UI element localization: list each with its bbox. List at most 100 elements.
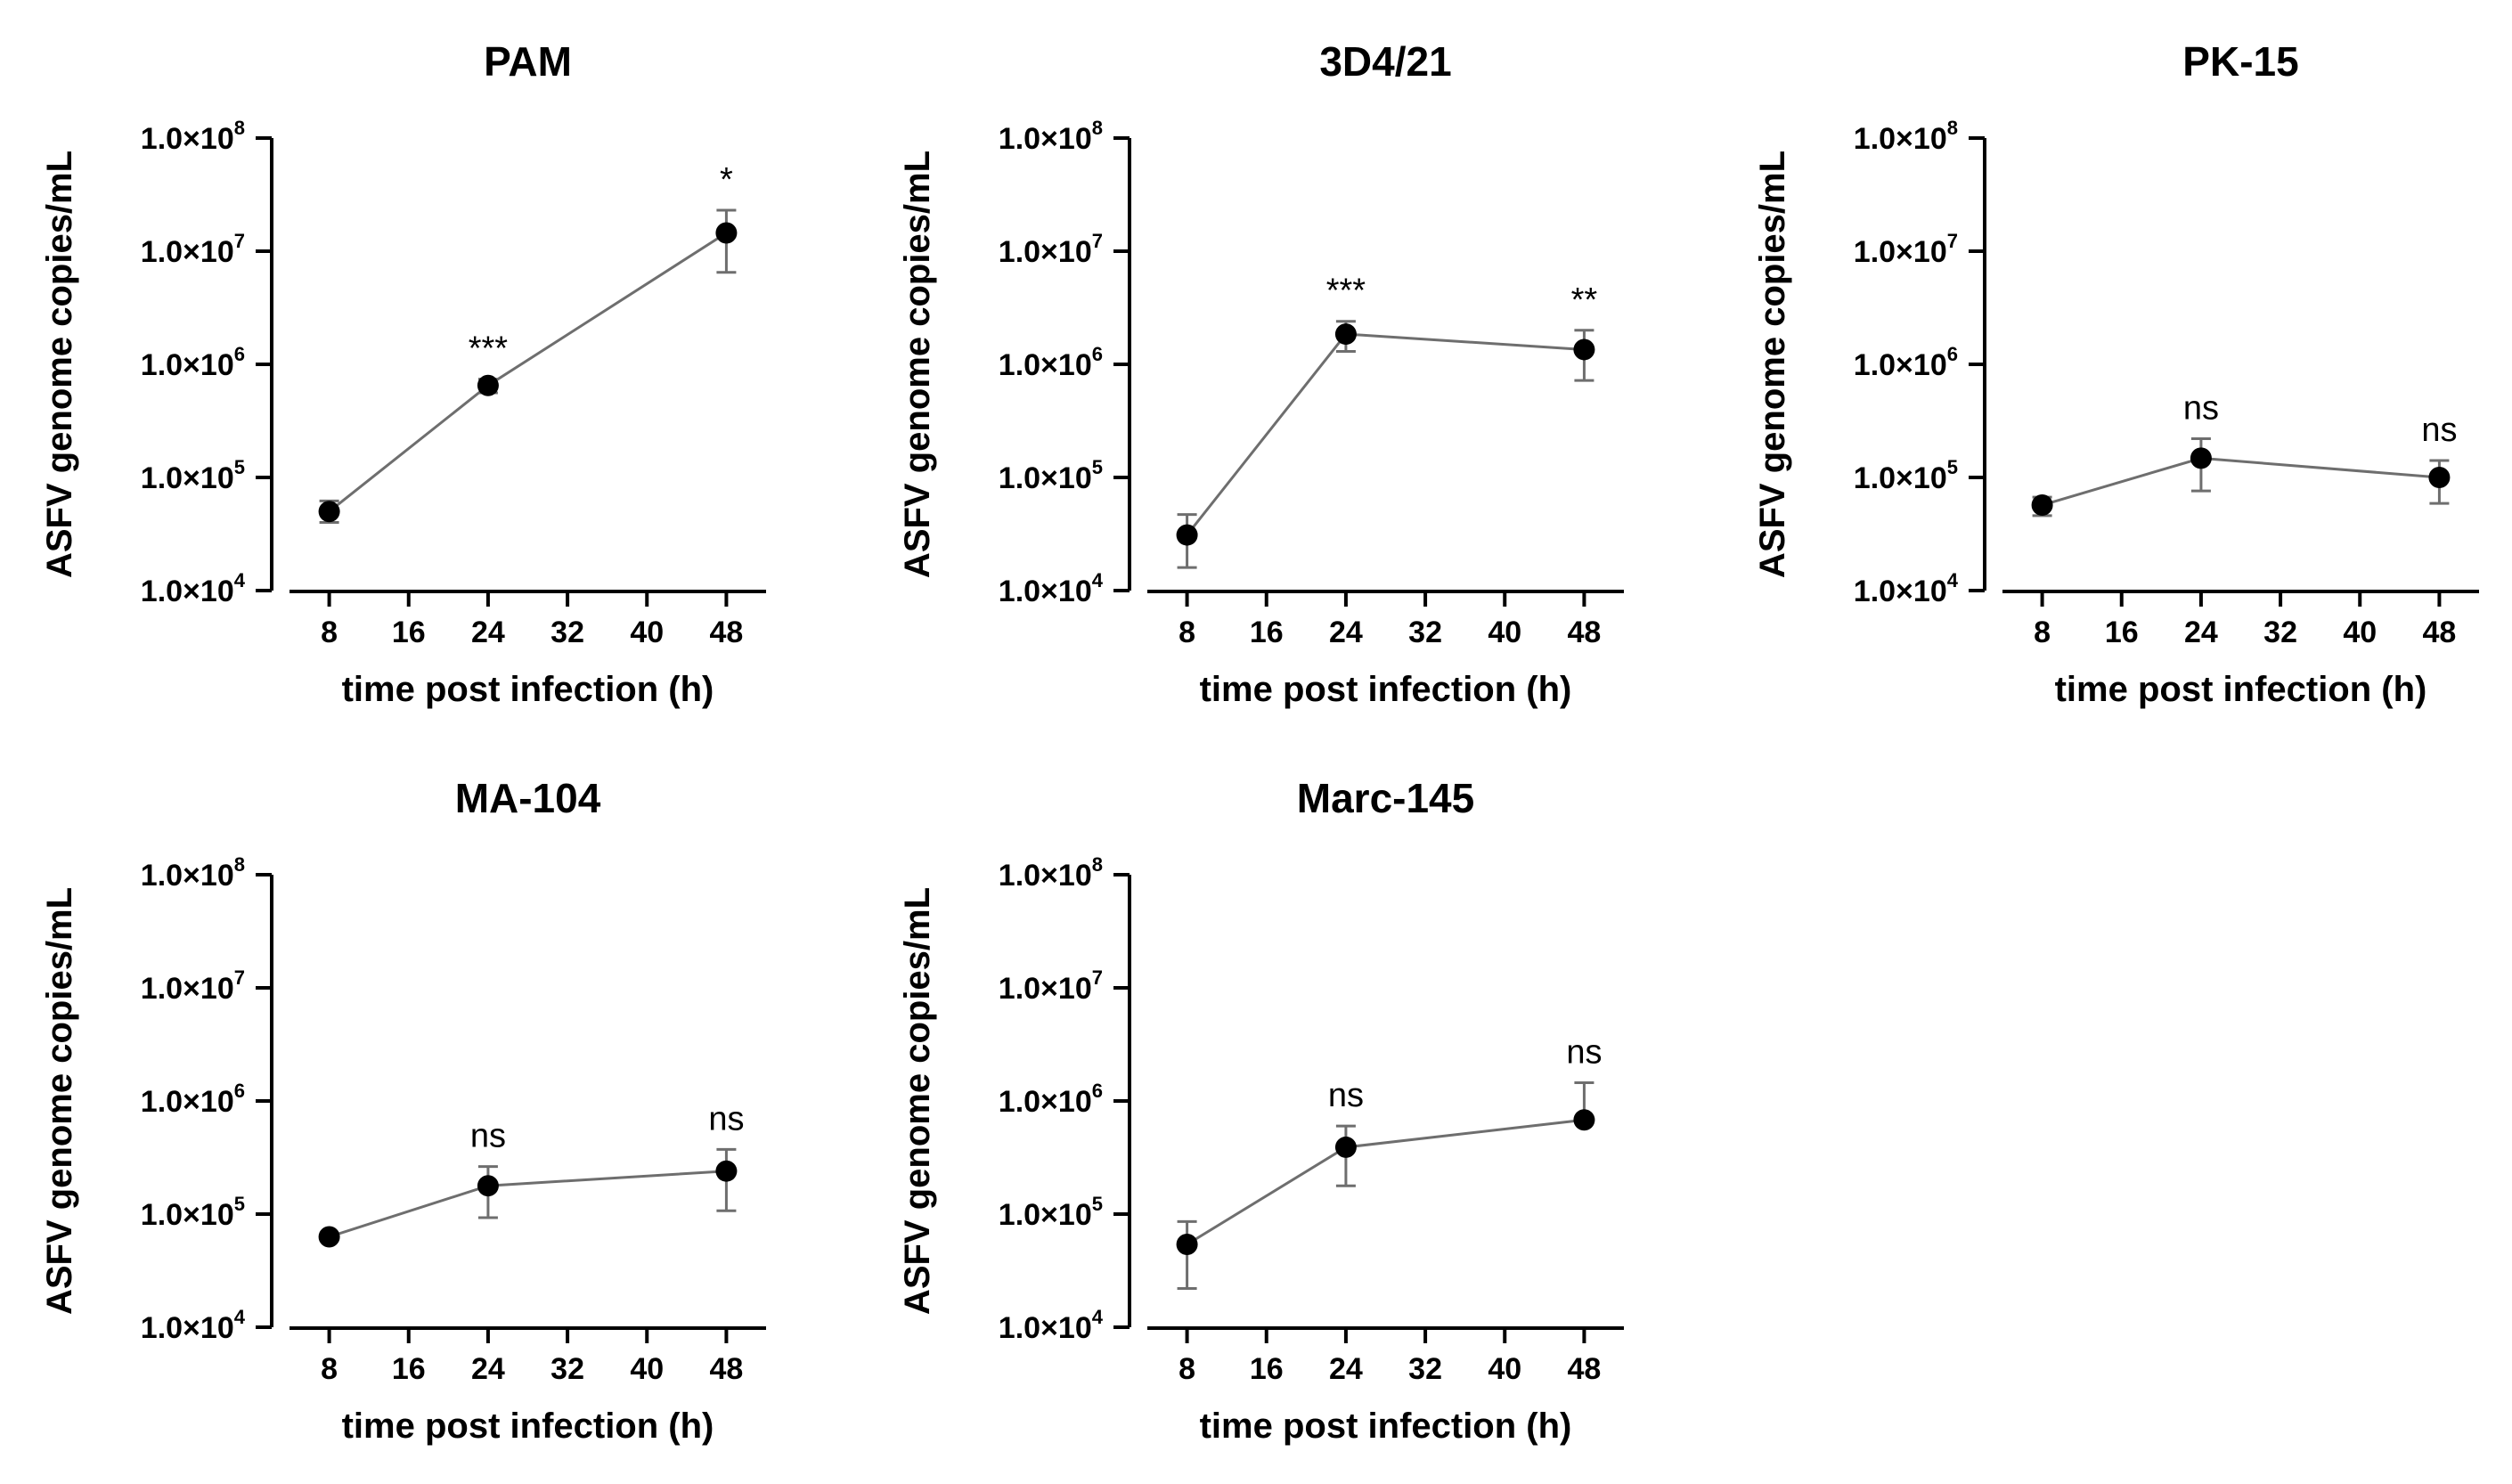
significance-label: ns (1566, 1034, 1602, 1072)
y-tick-label: 1.0×108 (1854, 117, 1958, 156)
x-tick-label: 40 (1488, 616, 1521, 649)
data-point (318, 501, 340, 523)
y-tick-label: 1.0×105 (141, 456, 245, 495)
x-tick-label: 48 (2423, 616, 2457, 649)
chart-title: PK-15 (2182, 38, 2298, 85)
y-tick-exponent: 8 (234, 853, 245, 876)
y-tick-exponent: 8 (1092, 853, 1103, 876)
y-tick-label: 1.0×108 (999, 853, 1103, 893)
x-tick-label: 32 (2263, 616, 2297, 649)
y-tick-mantissa: 1.0×10 (141, 461, 234, 495)
y-tick-exponent: 4 (1092, 1306, 1104, 1328)
x-tick-label: 8 (1179, 616, 1195, 649)
y-tick-exponent: 4 (234, 1306, 246, 1328)
data-point (2031, 494, 2053, 517)
y-tick-mantissa: 1.0×10 (141, 1198, 234, 1232)
y-tick-label: 1.0×104 (999, 569, 1104, 608)
y-tick-label: 1.0×105 (999, 1193, 1103, 1232)
x-tick-label: 24 (471, 1352, 505, 1386)
y-tick-exponent: 7 (234, 230, 245, 252)
data-point (477, 1175, 499, 1197)
x-axis-label: time post infection (h) (342, 1407, 714, 1446)
x-tick-label: 24 (1329, 616, 1363, 649)
y-tick-label: 1.0×107 (999, 966, 1103, 1006)
y-tick-mantissa: 1.0×10 (999, 1311, 1092, 1345)
y-tick-mantissa: 1.0×10 (999, 235, 1092, 269)
y-tick-mantissa: 1.0×10 (141, 122, 234, 156)
data-point (2190, 447, 2212, 469)
x-tick-label: 16 (392, 1352, 426, 1386)
data-point (1334, 323, 1357, 346)
y-tick-label: 1.0×107 (141, 230, 245, 269)
y-tick-mantissa: 1.0×10 (999, 859, 1092, 893)
y-tick-label: 1.0×108 (141, 853, 245, 893)
y-tick-exponent: 8 (1092, 117, 1103, 139)
x-tick-label: 8 (321, 616, 338, 649)
significance-label: * (720, 161, 733, 199)
x-tick-label: 8 (2034, 616, 2051, 649)
chart-panel-4: MA-1041.0×1041.0×1051.0×1061.0×1071.0×10… (40, 775, 766, 1446)
series-line (329, 1170, 727, 1238)
y-tick-label: 1.0×108 (999, 117, 1103, 156)
series-line (1186, 332, 1585, 536)
significance-label: ns (708, 1100, 744, 1137)
y-tick-exponent: 7 (234, 966, 245, 989)
y-tick-label: 1.0×106 (999, 343, 1103, 382)
y-tick-mantissa: 1.0×10 (1854, 461, 1947, 495)
y-tick-label: 1.0×106 (1854, 343, 1958, 382)
x-tick-label: 32 (1408, 1352, 1442, 1386)
x-tick-label: 8 (1179, 1352, 1195, 1386)
y-tick-label: 1.0×106 (999, 1080, 1103, 1119)
x-tick-label: 24 (2184, 616, 2218, 649)
y-tick-exponent: 6 (234, 1080, 245, 1102)
y-axis-label: ASFV genome copies/mL (40, 887, 79, 1315)
y-tick-label: 1.0×108 (141, 117, 245, 156)
data-point (477, 374, 499, 396)
y-tick-label: 1.0×106 (141, 1080, 245, 1119)
x-tick-label: 48 (1568, 616, 1602, 649)
y-tick-label: 1.0×105 (999, 456, 1103, 495)
y-tick-mantissa: 1.0×10 (141, 235, 234, 269)
y-tick-label: 1.0×107 (141, 966, 245, 1006)
y-tick-label: 1.0×105 (141, 1193, 245, 1232)
x-tick-label: 48 (710, 1352, 744, 1386)
y-tick-exponent: 6 (234, 343, 245, 365)
x-tick-label: 16 (2105, 616, 2139, 649)
y-tick-label: 1.0×104 (141, 569, 246, 608)
y-tick-mantissa: 1.0×10 (141, 348, 234, 382)
significance-label: *** (469, 330, 509, 368)
series-line (328, 232, 728, 513)
chart-panel-3: PK-151.0×1041.0×1051.0×1061.0×1071.0×108… (1753, 38, 2479, 709)
y-tick-mantissa: 1.0×10 (1854, 122, 1947, 156)
y-tick-mantissa: 1.0×10 (141, 972, 234, 1006)
x-tick-label: 40 (630, 1352, 664, 1386)
y-tick-exponent: 4 (1092, 569, 1104, 591)
y-tick-exponent: 8 (1947, 117, 1958, 139)
y-axis-label: ASFV genome copies/mL (898, 151, 937, 578)
y-tick-mantissa: 1.0×10 (999, 1198, 1092, 1232)
data-point (1573, 1109, 1595, 1131)
significance-label: ** (1571, 281, 1598, 319)
y-tick-exponent: 5 (234, 1193, 245, 1215)
significance-label: ns (470, 1118, 506, 1155)
x-tick-label: 32 (1408, 616, 1442, 649)
significance-label: ns (2183, 390, 2219, 428)
data-point (2428, 467, 2451, 488)
x-tick-label: 24 (1329, 1352, 1363, 1386)
chart-title: 3D4/21 (1319, 38, 1451, 85)
x-axis-label: time post infection (h) (342, 670, 714, 709)
y-tick-exponent: 6 (1947, 343, 1958, 365)
y-tick-label: 1.0×107 (999, 230, 1103, 269)
y-tick-label: 1.0×107 (1854, 230, 1958, 269)
y-axis-label: ASFV genome copies/mL (898, 887, 937, 1315)
y-tick-mantissa: 1.0×10 (999, 461, 1092, 495)
y-tick-exponent: 5 (1092, 456, 1103, 478)
y-tick-label: 1.0×104 (999, 1306, 1104, 1345)
data-point (1176, 524, 1198, 546)
series-line (1186, 1118, 1585, 1246)
y-tick-mantissa: 1.0×10 (141, 1085, 234, 1119)
y-tick-label: 1.0×106 (141, 343, 245, 382)
x-tick-label: 16 (1250, 1352, 1284, 1386)
